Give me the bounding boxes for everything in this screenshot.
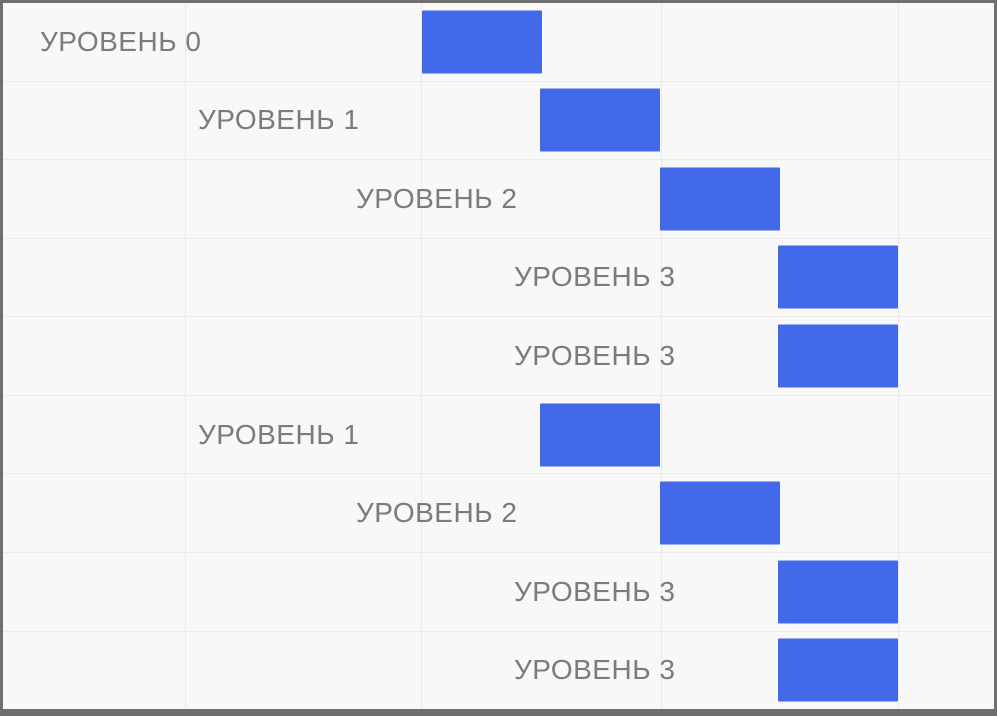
chart-row: УРОВЕНЬ 1 [3, 396, 994, 475]
level-bar[interactable] [540, 403, 660, 467]
row-label: УРОВЕНЬ 0 [40, 25, 202, 57]
rows: УРОВЕНЬ 0 УРОВЕНЬ 1 УРОВЕНЬ 2 УРОВЕНЬ 3 УРОВ… [3, 3, 994, 709]
chart-row: УРОВЕНЬ 3 [3, 239, 994, 318]
level-bar[interactable] [778, 560, 898, 624]
level-bar[interactable] [778, 324, 898, 388]
row-label: УРОВЕНЬ 2 [356, 182, 518, 214]
vertical-gridline [661, 3, 662, 709]
chart-row: УРОВЕНЬ 2 [3, 474, 994, 553]
chart-row: УРОВЕНЬ 3 [3, 553, 994, 632]
row-label: УРОВЕНЬ 3 [514, 654, 676, 686]
row-label: УРОВЕНЬ 1 [198, 418, 360, 450]
level-bar[interactable] [422, 10, 542, 74]
row-label: УРОВЕНЬ 2 [356, 497, 518, 529]
level-bar[interactable] [778, 638, 898, 702]
chart-row: УРОВЕНЬ 3 [3, 632, 994, 710]
row-label: УРОВЕНЬ 3 [514, 575, 676, 607]
vertical-gridline [421, 3, 422, 709]
chart-row: УРОВЕНЬ 2 [3, 160, 994, 239]
level-bar[interactable] [778, 245, 898, 309]
chart-row: УРОВЕНЬ 3 [3, 317, 994, 396]
row-label: УРОВЕНЬ 1 [198, 104, 360, 136]
level-bar[interactable] [660, 481, 780, 545]
level-bar[interactable] [660, 167, 780, 231]
chart-row: УРОВЕНЬ 0 [3, 3, 994, 82]
row-label: УРОВЕНЬ 3 [514, 261, 676, 293]
row-label: УРОВЕНЬ 3 [514, 340, 676, 372]
level-bar[interactable] [540, 88, 660, 152]
vertical-gridline [898, 3, 899, 709]
chart-row: УРОВЕНЬ 1 [3, 82, 994, 161]
vertical-gridline [185, 3, 186, 709]
